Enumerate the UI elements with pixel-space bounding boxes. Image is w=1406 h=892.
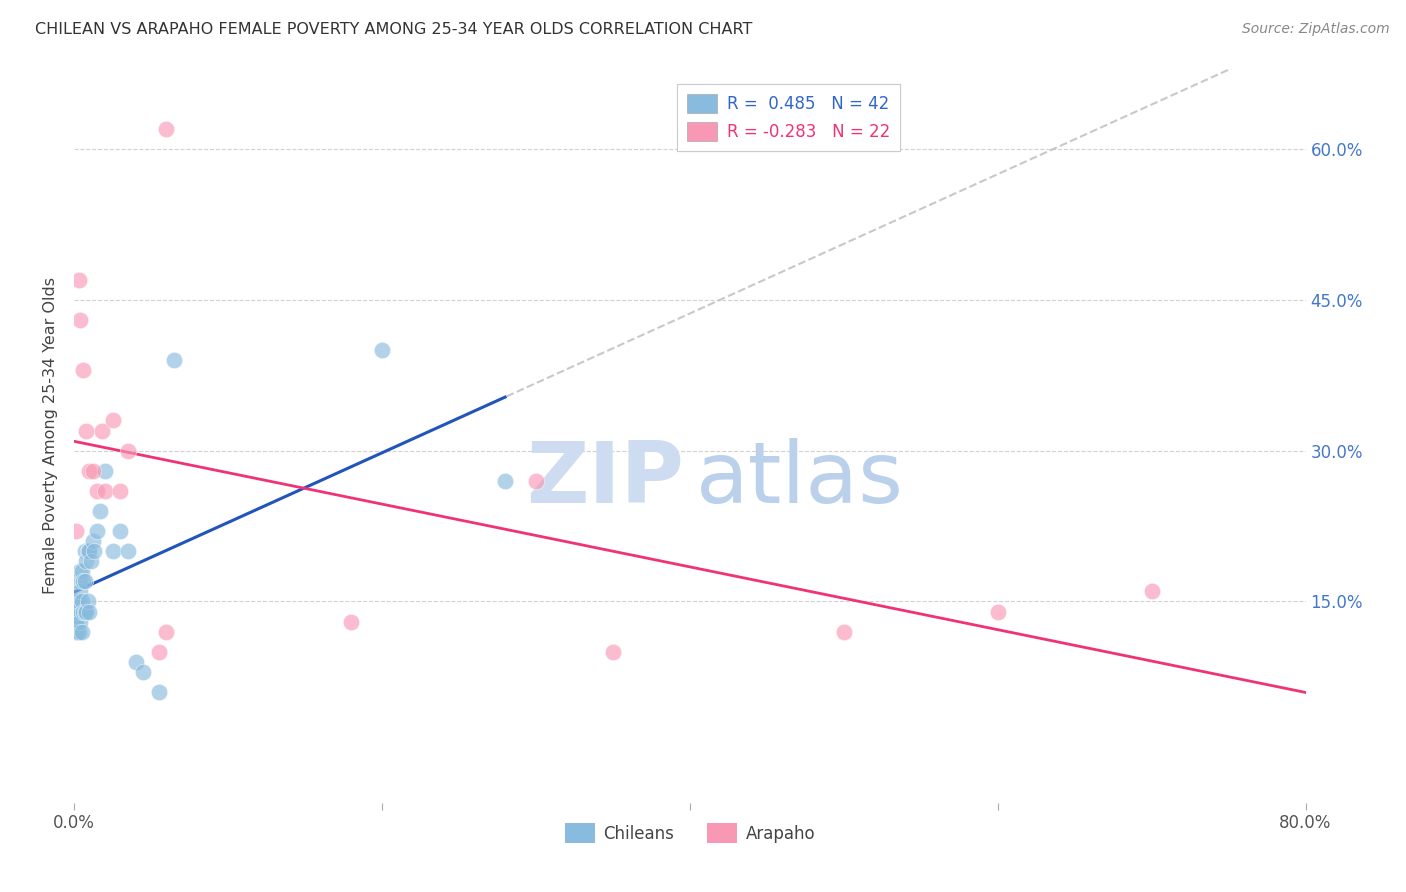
Point xyxy=(77,544,100,558)
Point xyxy=(70,594,93,608)
Point xyxy=(67,574,90,589)
Point xyxy=(110,483,132,498)
Point xyxy=(340,615,363,629)
Point xyxy=(69,584,91,599)
Point xyxy=(163,353,186,368)
Point xyxy=(94,464,117,478)
Point xyxy=(89,504,111,518)
Point xyxy=(86,483,108,498)
Point xyxy=(69,313,91,327)
Point xyxy=(987,605,1010,619)
Point xyxy=(82,534,104,549)
Point xyxy=(75,554,97,568)
Point xyxy=(101,413,124,427)
Point xyxy=(132,665,155,679)
Point xyxy=(83,544,105,558)
Point xyxy=(124,655,146,669)
Point xyxy=(524,474,547,488)
Legend: R =  0.485   N = 42, R = -0.283   N = 22: R = 0.485 N = 42, R = -0.283 N = 22 xyxy=(676,84,900,151)
Point xyxy=(67,594,90,608)
Text: CHILEAN VS ARAPAHO FEMALE POVERTY AMONG 25-34 YEAR OLDS CORRELATION CHART: CHILEAN VS ARAPAHO FEMALE POVERTY AMONG … xyxy=(35,22,752,37)
Point xyxy=(86,524,108,538)
Point xyxy=(72,605,94,619)
Point xyxy=(70,564,93,578)
Point xyxy=(90,424,112,438)
Point xyxy=(148,685,170,699)
Point xyxy=(66,594,89,608)
Point xyxy=(117,544,139,558)
Point xyxy=(82,464,104,478)
Text: ZIP: ZIP xyxy=(526,438,683,521)
Point xyxy=(73,574,96,589)
Point xyxy=(371,343,394,357)
Point xyxy=(66,624,89,639)
Point xyxy=(155,121,177,136)
Point xyxy=(79,544,101,558)
Point xyxy=(101,544,124,558)
Point xyxy=(65,624,87,639)
Point xyxy=(494,474,516,488)
Point xyxy=(832,624,855,639)
Point xyxy=(155,624,177,639)
Point xyxy=(63,615,86,629)
Text: atlas: atlas xyxy=(696,438,904,521)
Point xyxy=(75,424,97,438)
Point xyxy=(65,615,87,629)
Point xyxy=(72,363,94,377)
Point xyxy=(77,594,100,608)
Point xyxy=(65,524,87,538)
Point xyxy=(1140,584,1163,599)
Point xyxy=(94,483,117,498)
Point xyxy=(70,624,93,639)
Point xyxy=(72,574,94,589)
Point xyxy=(69,564,91,578)
Point xyxy=(67,624,90,639)
Point xyxy=(79,605,101,619)
Point xyxy=(67,273,90,287)
Point xyxy=(65,605,87,619)
Point xyxy=(110,524,132,538)
Point xyxy=(75,605,97,619)
Y-axis label: Female Poverty Among 25-34 Year Olds: Female Poverty Among 25-34 Year Olds xyxy=(44,277,58,594)
Point xyxy=(117,443,139,458)
Point xyxy=(148,645,170,659)
Point xyxy=(73,544,96,558)
Point xyxy=(66,605,89,619)
Point xyxy=(602,645,624,659)
Text: Source: ZipAtlas.com: Source: ZipAtlas.com xyxy=(1241,22,1389,37)
Point xyxy=(73,605,96,619)
Point xyxy=(79,464,101,478)
Point xyxy=(80,554,103,568)
Point xyxy=(69,615,91,629)
